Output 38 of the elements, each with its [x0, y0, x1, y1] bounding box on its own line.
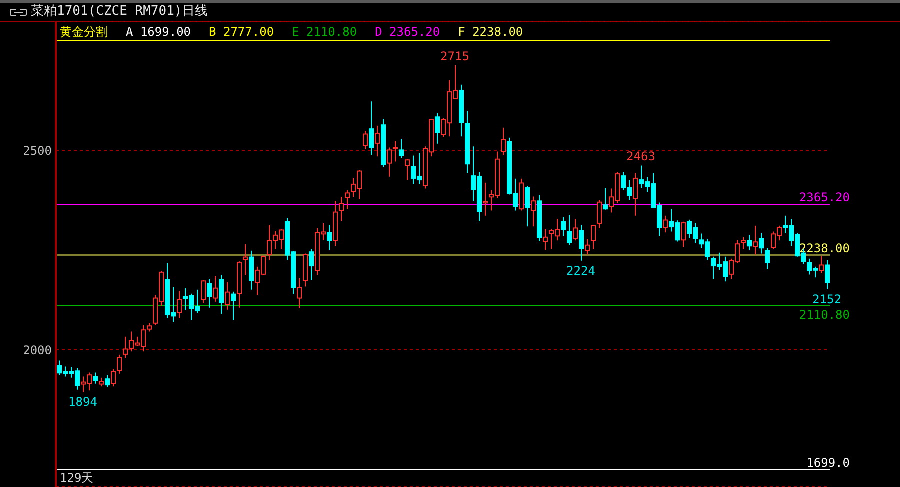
annotation: 2463 [626, 150, 656, 164]
annotation: 黄金分割 [60, 25, 108, 39]
annotation: D 2365.20 [375, 25, 440, 39]
candlestick [483, 182, 488, 216]
candlestick [177, 290, 182, 319]
candlestick [369, 101, 374, 156]
candlestick [297, 278, 302, 309]
annotation: 2224 [566, 264, 596, 278]
annotation: A 1699.00 [126, 25, 192, 39]
candlestick [333, 200, 338, 247]
candlestick [459, 84, 464, 138]
annotation: 2152 [812, 292, 842, 307]
ref-line-label: 2110.80 [799, 308, 850, 322]
y-tick-label: 2500 [23, 144, 52, 158]
y-tick-label: 2000 [23, 343, 52, 358]
candlestick [243, 244, 248, 276]
ref-line-label: 2365.20 [799, 190, 850, 205]
chart-title: 菜粕1701(CZCE RM701)日线 [31, 3, 208, 21]
candlestick [759, 232, 764, 254]
candlestick [393, 140, 398, 162]
candlestick [219, 274, 224, 315]
candlestick [375, 125, 380, 158]
annotation: 2715 [440, 49, 470, 64]
candlestick [249, 250, 254, 290]
annotation: 129天 [60, 471, 94, 485]
candlestick [753, 225, 758, 256]
annotation: 1894 [68, 395, 98, 410]
annotation: B 2777.00 [209, 25, 274, 39]
candlestick [579, 224, 584, 262]
ref-line-label: 1699.0 [806, 456, 850, 470]
candlestick [327, 224, 332, 252]
candlestick [339, 196, 344, 222]
ref-line-label: 2238.00 [799, 241, 850, 256]
candlestick [465, 110, 470, 174]
annotation: F 2238.00 [458, 25, 524, 39]
annotation: E 2110.80 [292, 25, 358, 39]
candlestick [543, 228, 548, 252]
candlestick [225, 281, 230, 310]
